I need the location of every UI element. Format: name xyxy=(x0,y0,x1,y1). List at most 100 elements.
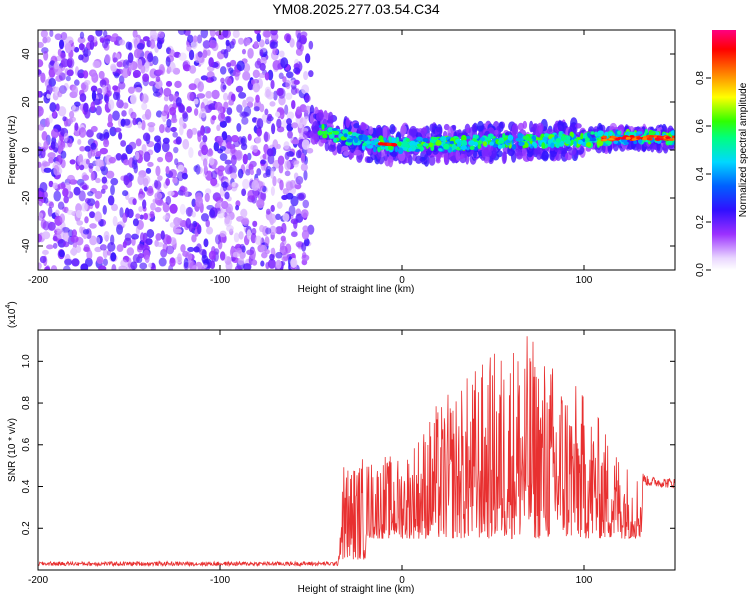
noise-cell xyxy=(204,188,212,195)
noise-cell xyxy=(301,139,310,150)
noise-cell xyxy=(276,126,285,133)
noise-cell xyxy=(74,79,80,86)
noise-cell xyxy=(122,190,129,197)
noise-cell xyxy=(118,81,126,90)
signal-cell xyxy=(565,139,571,145)
noise-cell xyxy=(302,130,310,139)
noise-cell xyxy=(40,72,46,83)
noise-cell xyxy=(95,158,103,167)
noise-cell xyxy=(109,36,117,43)
noise-cell xyxy=(168,168,178,179)
noise-cell xyxy=(40,30,48,38)
noise-cell xyxy=(132,198,137,206)
noise-cell xyxy=(57,90,63,98)
noise-cell xyxy=(116,61,123,68)
noise-cell xyxy=(209,30,216,38)
signal-cell xyxy=(332,127,338,132)
noise-cell xyxy=(138,206,144,212)
noise-cell xyxy=(118,75,125,84)
noise-cell xyxy=(285,71,294,79)
noise-cell xyxy=(301,251,307,259)
band-cell xyxy=(366,156,374,164)
noise-cell xyxy=(284,33,292,42)
noise-cell xyxy=(39,255,47,264)
colorbar xyxy=(712,30,736,270)
noise-cell xyxy=(226,141,232,149)
noise-cell xyxy=(259,62,266,71)
noise-cell xyxy=(53,61,60,70)
peak-cell xyxy=(601,135,607,139)
noise-cell xyxy=(179,185,186,196)
noise-cell xyxy=(100,188,106,194)
noise-cell xyxy=(222,30,229,38)
signal-cell xyxy=(526,138,533,142)
noise-cell xyxy=(62,187,69,197)
signal-cell xyxy=(321,123,325,130)
noise-cell xyxy=(206,49,211,56)
noise-cell xyxy=(200,75,208,81)
noise-cell xyxy=(198,248,207,256)
noise-cell xyxy=(59,213,66,224)
y-multiplier-base: (x10 xyxy=(7,308,18,328)
noise-cell xyxy=(304,53,311,64)
noise-cell xyxy=(290,257,298,268)
signal-cell xyxy=(535,136,540,141)
noise-cell xyxy=(73,186,81,196)
x-tick-label: 100 xyxy=(576,275,593,286)
noise-cell xyxy=(240,137,246,144)
colorbar-tick-label: 0.4 xyxy=(695,167,706,181)
peak-cell xyxy=(668,138,674,141)
noise-cell xyxy=(217,112,226,122)
signal-cell xyxy=(429,139,437,143)
noise-cell xyxy=(182,112,189,122)
noise-cell xyxy=(144,109,152,120)
noise-cell xyxy=(264,248,270,255)
noise-cell xyxy=(143,212,149,221)
noise-cell xyxy=(209,39,218,49)
noise-cell xyxy=(160,230,165,240)
noise-cell xyxy=(260,159,267,165)
noise-cell xyxy=(249,169,254,176)
noise-cell xyxy=(270,30,278,36)
noise-cell xyxy=(182,250,189,258)
noise-cell xyxy=(232,69,241,77)
noise-cell xyxy=(89,211,96,219)
noise-cell xyxy=(101,176,108,184)
noise-cell xyxy=(304,94,311,103)
signal-cell xyxy=(517,132,523,139)
noise-cell xyxy=(64,42,72,54)
signal-cell xyxy=(638,138,643,144)
noise-cell xyxy=(41,131,48,141)
x-tick-label: -200 xyxy=(28,575,48,586)
noise-cell xyxy=(122,212,128,224)
noise-cell xyxy=(203,238,209,248)
noise-cell xyxy=(169,257,176,267)
noise-cell xyxy=(226,78,232,86)
noise-cell xyxy=(267,258,277,269)
noise-cell xyxy=(274,111,281,118)
noise-cell xyxy=(208,209,216,219)
signal-cell xyxy=(328,134,335,139)
noise-cell xyxy=(205,90,213,99)
noise-cell xyxy=(285,79,291,90)
y-tick-label: 0 xyxy=(21,147,32,153)
noise-cell xyxy=(102,205,107,215)
noise-cell xyxy=(89,223,97,229)
signal-cell xyxy=(480,136,486,142)
band-cell xyxy=(517,122,525,131)
noise-cell xyxy=(225,39,230,47)
y-tick-label: 40 xyxy=(21,48,32,60)
band-cell xyxy=(493,129,499,135)
signal-cell xyxy=(320,131,328,135)
band-cell xyxy=(515,151,524,160)
peak-cell xyxy=(602,138,608,142)
noise-cell xyxy=(205,219,210,228)
band-cell xyxy=(455,150,461,162)
snr-series-line xyxy=(38,336,675,568)
noise-cell xyxy=(62,265,71,270)
noise-cell xyxy=(57,183,66,190)
band-cell xyxy=(327,111,334,125)
noise-cell xyxy=(301,209,309,219)
bottom-x-axis-label: Height of straight line (km) xyxy=(298,584,415,595)
noise-cell xyxy=(123,118,131,126)
